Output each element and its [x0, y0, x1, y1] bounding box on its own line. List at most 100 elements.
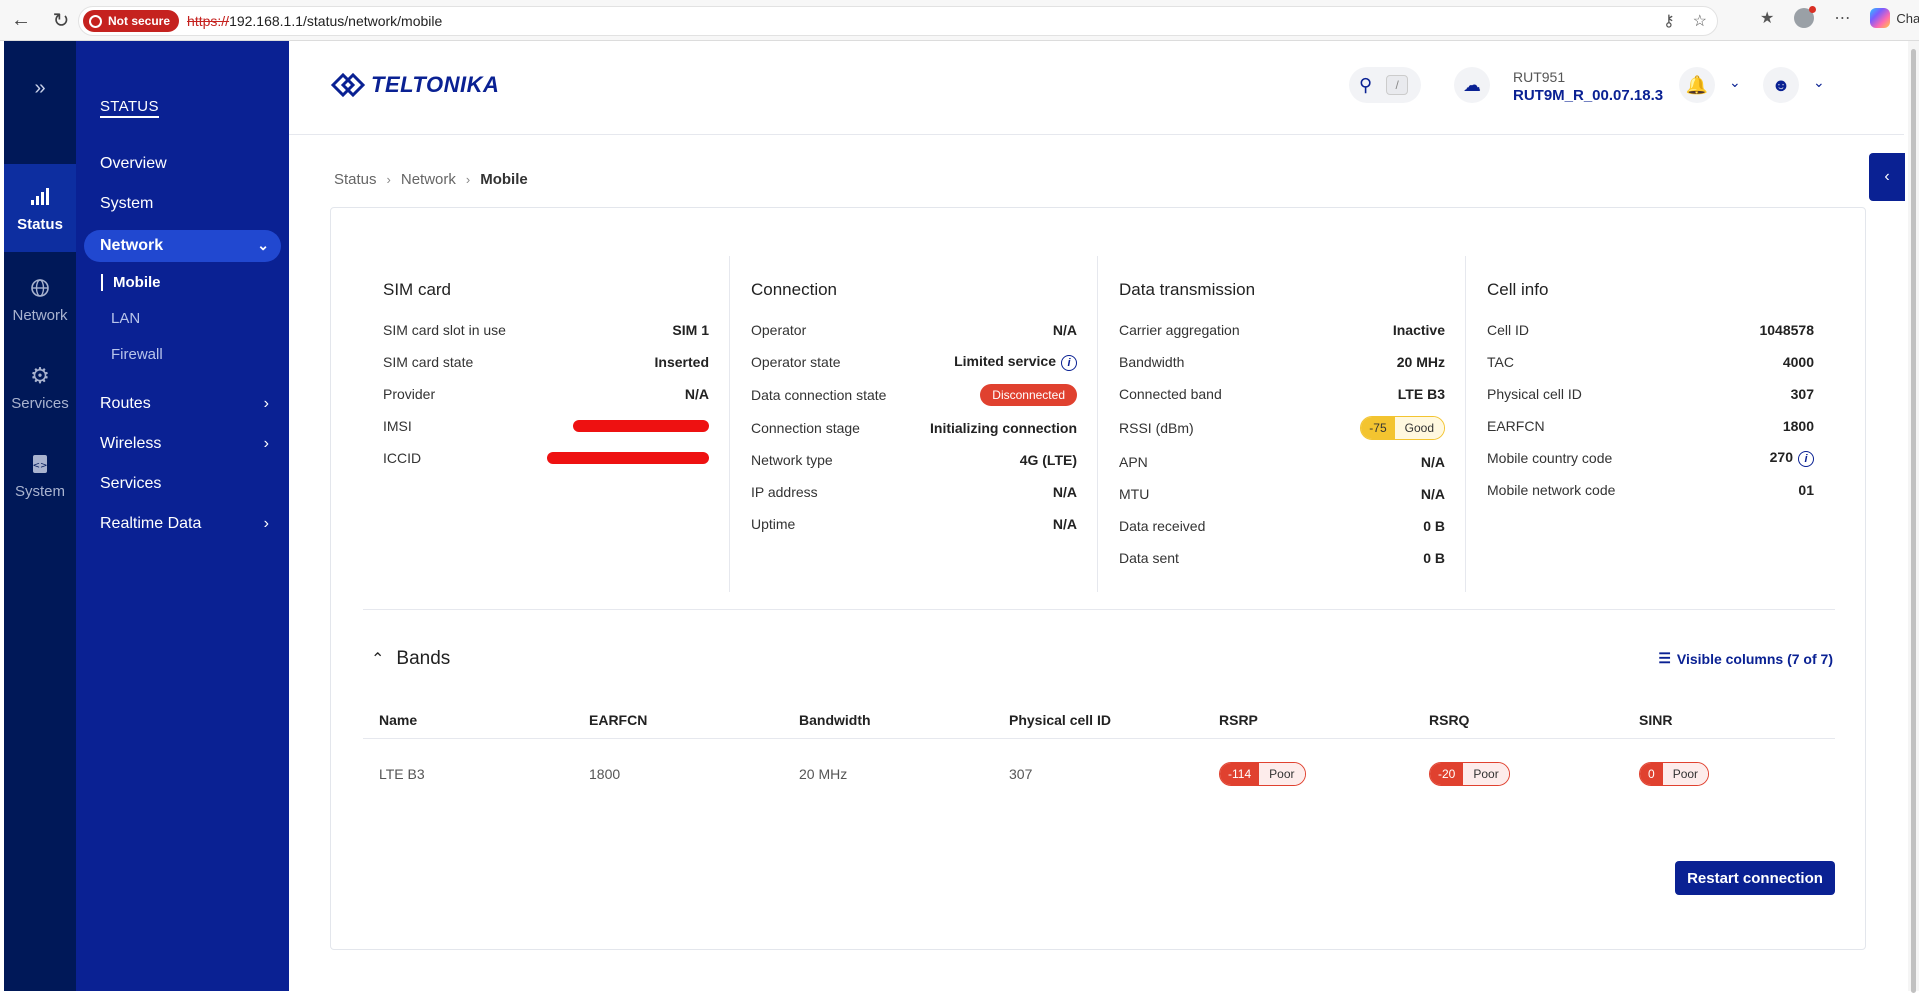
- rail-label: Status: [17, 215, 63, 233]
- sidebar-item-lan[interactable]: LAN: [111, 310, 141, 327]
- chevron-right-icon: ›: [263, 515, 269, 532]
- visible-columns-button[interactable]: ☰ Visible columns (7 of 7): [1658, 650, 1833, 667]
- rail-item-network[interactable]: Network: [4, 255, 76, 343]
- sidebar-item-network[interactable]: Network ⌄: [84, 230, 281, 262]
- row-label: RSSI (dBm): [1119, 420, 1194, 436]
- row-label: SIM card state: [383, 354, 474, 370]
- sidebar-item-firewall[interactable]: Firewall: [111, 346, 163, 363]
- row-value: 270: [1769, 449, 1793, 465]
- row-value: SIM 1: [672, 322, 709, 338]
- info-row: Operator state Limited service i: [751, 346, 1077, 378]
- chevron-down-icon[interactable]: ⌄: [1729, 74, 1741, 90]
- row-label: Physical cell ID: [1487, 386, 1582, 402]
- browser-toolbar: ← ↻ Not secure https://192.168.1.1/statu…: [0, 0, 1919, 41]
- sidebar-item-realtime-data[interactable]: Realtime Data: [100, 515, 202, 532]
- firmware-upload-icon[interactable]: ☁: [1454, 67, 1490, 103]
- bands-title: Bands: [396, 648, 451, 669]
- collapse-panel-button[interactable]: ‹: [1869, 153, 1905, 201]
- column-header: Name: [379, 712, 418, 728]
- chevron-right-icon: ›: [465, 172, 471, 187]
- back-icon[interactable]: ←: [11, 8, 31, 31]
- chevron-down-icon[interactable]: ⌄: [1813, 74, 1825, 90]
- info-row: Uptime N/A: [751, 508, 1077, 540]
- device-info: RUT951 RUT9M_R_00.07.18.3: [1513, 69, 1663, 104]
- row-label: TAC: [1487, 354, 1514, 370]
- shield-icon: [89, 14, 102, 28]
- rail-item-system[interactable]: <> System: [4, 431, 76, 519]
- rail-item-status[interactable]: Status: [4, 164, 76, 252]
- table-row: LTE B3 1800 20 MHz 307 -114 Poor -20 Poor …: [363, 746, 1835, 802]
- sidebar-item-routes[interactable]: Routes: [100, 395, 151, 412]
- info-row: Physical cell ID 307: [1487, 378, 1814, 410]
- row-label: Mobile country code: [1487, 450, 1613, 466]
- logo-text: TELTONIKA: [371, 72, 500, 97]
- key-icon[interactable]: ⚷: [1662, 13, 1675, 30]
- globe-icon: [30, 275, 50, 301]
- info-row: IP address N/A: [751, 476, 1077, 508]
- info-row: Connected band LTE B3: [1119, 378, 1445, 410]
- band-earfcn: 1800: [589, 766, 621, 782]
- user-settings-icon[interactable]: ☻: [1763, 67, 1799, 103]
- chevron-right-icon: ›: [263, 435, 269, 452]
- more-icon[interactable]: ⋯: [1834, 10, 1851, 27]
- favorites-icon[interactable]: ★: [1760, 10, 1775, 27]
- teltonika-logo[interactable]: TELTONIKA: [329, 71, 499, 99]
- row-value: N/A: [1420, 454, 1445, 470]
- bands-table-header: Name EARFCN Bandwidth Physical cell ID R…: [363, 702, 1835, 739]
- rssi-badge: -75 Good: [1360, 416, 1445, 440]
- info-row: Mobile network code 01: [1487, 474, 1814, 506]
- section-title: Data transmission: [1119, 280, 1256, 299]
- star-icon[interactable]: ☆: [1692, 13, 1707, 30]
- logo-mark-icon: [330, 72, 366, 98]
- row-label: MTU: [1119, 486, 1150, 502]
- svg-text:<>: <>: [32, 461, 47, 471]
- row-value: 307: [1790, 386, 1814, 402]
- bell-icon[interactable]: 🔔: [1679, 67, 1715, 103]
- reload-icon[interactable]: ↻: [52, 9, 70, 32]
- column-header: SINR: [1639, 712, 1673, 728]
- visible-columns-label: Visible columns (7 of 7): [1676, 650, 1833, 667]
- row-value: N/A: [684, 386, 709, 402]
- scrollbar-thumb[interactable]: [1911, 49, 1916, 993]
- address-bar[interactable]: Not secure https://192.168.1.1/status/ne…: [78, 6, 1718, 36]
- row-value: 0 B: [1423, 518, 1445, 534]
- sidebar-item-wireless[interactable]: Wireless: [100, 435, 162, 452]
- info-icon[interactable]: i: [1061, 355, 1077, 371]
- sidebar-item-services[interactable]: Services: [100, 475, 162, 492]
- url-text[interactable]: https://192.168.1.1/status/network/mobil…: [187, 13, 442, 29]
- sinr-value: 0: [1640, 763, 1663, 785]
- profile-avatar[interactable]: [1794, 6, 1817, 28]
- copilot-icon: [1870, 8, 1891, 28]
- sidebar-item-system[interactable]: System: [100, 195, 154, 212]
- rsrq-badge: -20 Poor: [1429, 762, 1510, 786]
- rail-item-services[interactable]: ⚙ Services: [4, 343, 76, 431]
- sidebar-item-mobile[interactable]: Mobile: [101, 274, 161, 291]
- search-shortcut: /: [1386, 75, 1409, 95]
- info-icon[interactable]: i: [1798, 451, 1814, 467]
- row-value: 0 B: [1423, 550, 1445, 566]
- firmware-version[interactable]: RUT9M_R_00.07.18.3: [1513, 87, 1664, 104]
- row-label: Data received: [1119, 518, 1206, 534]
- chat-button[interactable]: Chat: [1870, 8, 1919, 28]
- bands-toggle[interactable]: ⌃ Bands: [371, 648, 450, 670]
- rssi-value: -75: [1361, 417, 1395, 439]
- row-label: Carrier aggregation: [1119, 322, 1240, 338]
- breadcrumb-status[interactable]: Status: [334, 171, 377, 188]
- info-row: APN N/A: [1119, 446, 1445, 478]
- rsrq-value: -20: [1430, 763, 1464, 785]
- row-label: Cell ID: [1487, 322, 1530, 338]
- sim-card-section: SIM card SIM card slot in use SIM 1 SIM c…: [363, 256, 730, 592]
- row-label: Connected band: [1119, 386, 1222, 402]
- expand-menu-icon[interactable]: »: [34, 77, 46, 99]
- restart-connection-button[interactable]: Restart connection: [1675, 861, 1835, 895]
- column-header: Physical cell ID: [1009, 712, 1111, 728]
- row-value: N/A: [1052, 484, 1077, 500]
- row-value-wrap: Limited service i: [954, 353, 1077, 371]
- system-icon: <>: [32, 451, 48, 477]
- scrollbar[interactable]: [1908, 41, 1919, 993]
- search-button[interactable]: ⚲ /: [1349, 67, 1421, 103]
- sidebar-item-overview[interactable]: Overview: [100, 155, 167, 172]
- row-value: 4000: [1782, 354, 1814, 370]
- breadcrumb-network[interactable]: Network: [400, 171, 456, 188]
- not-secure-badge[interactable]: Not secure: [83, 10, 180, 32]
